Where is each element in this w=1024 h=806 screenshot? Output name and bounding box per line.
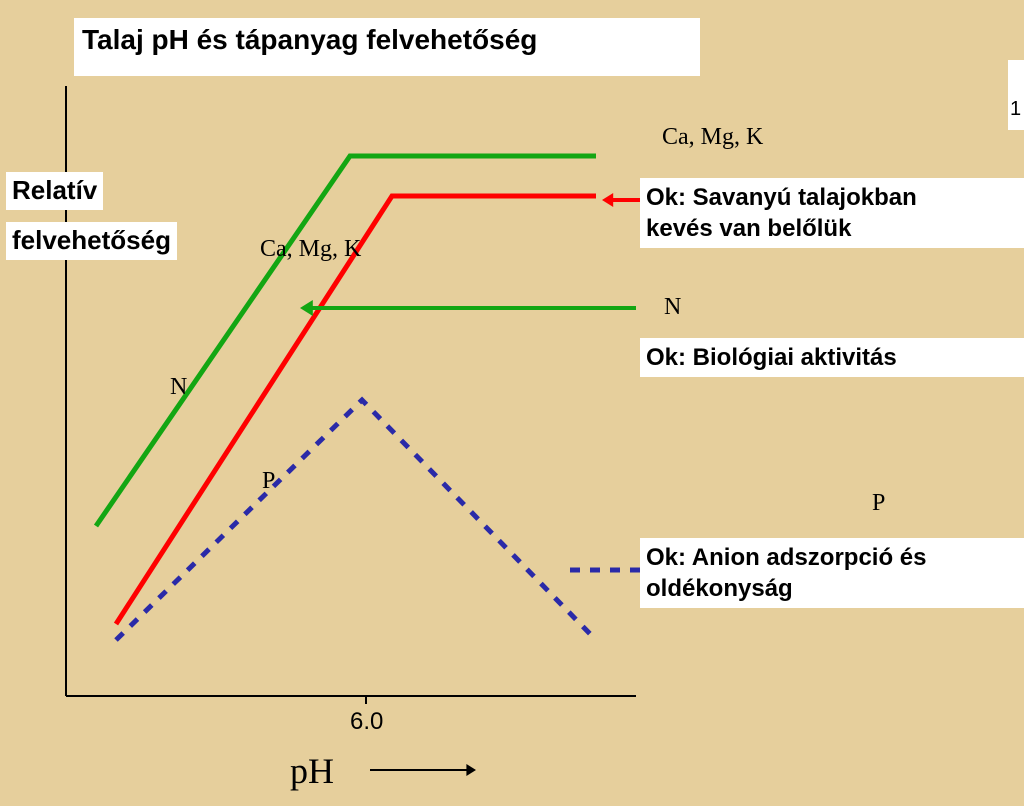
right-label-camgk: Ca, Mg, K [662,122,763,153]
explanation-3: Ok: Anion adszorpció és oldékonyság [640,538,1024,608]
y-label-1: Relatív [6,172,103,210]
chart-stage: Talaj pH és tápanyag felvehetőség 1 Rela… [0,0,1024,806]
curve-label-p: P [262,466,275,497]
right-label-p: P [872,488,885,519]
chart-svg [0,0,1024,806]
curve-label-camgk: Ca, Mg, K [260,234,361,265]
right-label-n: N [664,292,681,323]
explanation-2: Ok: Biológiai aktivitás [640,338,1024,377]
explanation-1: Ok: Savanyú talajokban kevés van belőlük [640,178,1024,248]
chart-title: Talaj pH és tápanyag felvehetőség [74,18,700,76]
side-one: 1 [1010,96,1021,122]
y-label-2: felvehetőség [6,222,177,260]
x-tick-label: 6.0 [350,706,383,737]
x-axis-title: pH [290,748,334,795]
curve-label-n: N [170,372,187,403]
